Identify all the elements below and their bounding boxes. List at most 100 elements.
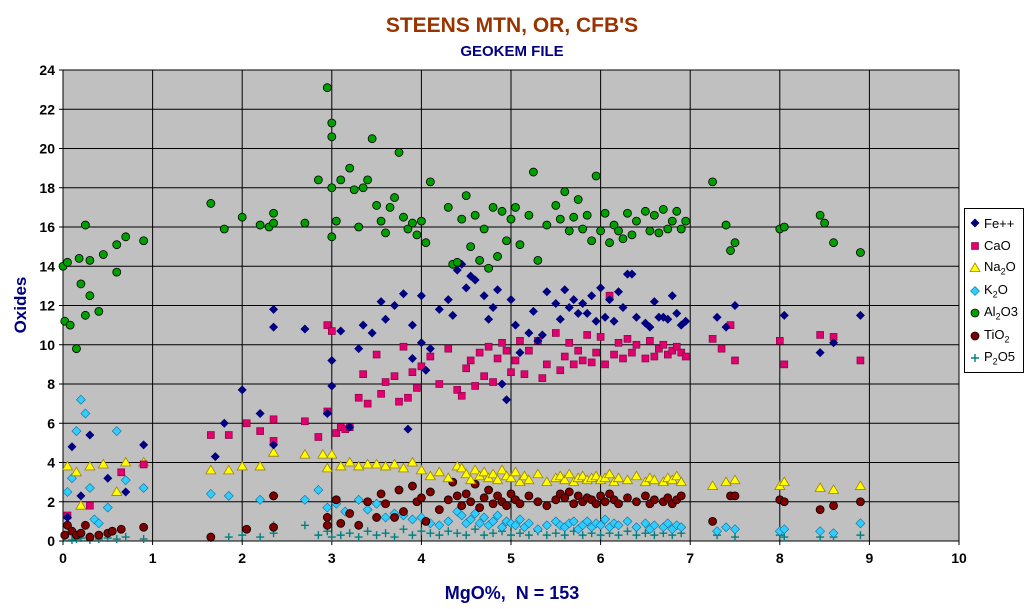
point-al2o3: [551, 201, 561, 210]
legend-marker-shape: [971, 354, 979, 362]
point-cao: [207, 431, 215, 439]
point-al2o3: [327, 232, 337, 242]
point-fe: [443, 295, 453, 305]
point-k2o: [362, 504, 373, 515]
point-cao: [269, 415, 278, 424]
point-tio2: [524, 491, 534, 501]
y-tick-label: 10: [39, 337, 55, 353]
point-fe: [600, 312, 610, 322]
point-na2o: [559, 474, 571, 485]
point-fe: [779, 310, 789, 320]
y-axis-label: Oxides: [11, 277, 30, 334]
point-fe: [62, 512, 72, 522]
point-p2o5: [731, 533, 739, 542]
point-p2o5: [471, 525, 480, 534]
point-fe: [614, 287, 624, 297]
point-cao: [498, 338, 506, 347]
point-k2o: [84, 483, 95, 493]
point-fe: [345, 422, 355, 432]
point-fe: [560, 285, 570, 295]
point-k2o: [779, 524, 790, 535]
point-p2o5: [390, 533, 399, 542]
point-al2o3: [399, 212, 408, 222]
point-al2o3: [327, 118, 337, 128]
point-al2o3: [81, 310, 90, 320]
point-tio2: [322, 513, 332, 522]
point-al2o3: [493, 252, 502, 261]
point-fe: [488, 302, 498, 312]
point-cao: [256, 427, 264, 435]
point-al2o3: [708, 177, 717, 187]
point-tio2: [443, 495, 453, 505]
point-al2o3: [85, 255, 95, 265]
point-al2o3: [466, 242, 476, 252]
legend-label-main: CaO: [984, 238, 1011, 253]
point-k2o: [380, 512, 391, 523]
chart-title: STEENS MTN, OR, CFB'S: [386, 14, 638, 37]
point-k2o: [712, 526, 723, 537]
point-fe: [425, 344, 435, 354]
point-fe: [663, 314, 673, 324]
y-tick-label: 0: [47, 533, 55, 549]
point-p2o5: [444, 527, 453, 536]
point-p2o5: [650, 531, 659, 540]
point-cao: [426, 352, 435, 361]
point-tio2: [466, 497, 476, 507]
point-al2o3: [121, 232, 131, 242]
legend-label-tail: O5: [997, 349, 1016, 365]
point-k2o: [613, 520, 624, 531]
point-cao: [435, 380, 444, 388]
point-tio2: [533, 497, 543, 507]
legend-label-cao: CaO: [984, 238, 1011, 253]
point-al2o3: [457, 214, 467, 224]
point-k2o: [322, 502, 333, 513]
point-na2o: [478, 466, 490, 477]
point-fe: [564, 302, 574, 312]
point-p2o5: [542, 531, 551, 540]
y-tick-label: 4: [47, 455, 55, 471]
point-na2o: [120, 456, 132, 467]
legend-item-tio2: TiO2: [969, 326, 1009, 346]
point-al2o3: [829, 238, 838, 248]
point-fe: [479, 291, 489, 301]
point-al2o3: [63, 257, 72, 267]
point-k2o: [828, 528, 839, 539]
point-cao: [480, 372, 488, 380]
point-p2o5: [641, 529, 650, 538]
point-al2o3: [403, 224, 413, 234]
point-al2o3: [376, 216, 386, 226]
point-cao: [86, 501, 94, 510]
point-tio2: [591, 499, 601, 509]
point-na2o: [576, 470, 589, 481]
point-tio2: [60, 530, 70, 540]
point-al2o3: [511, 202, 520, 212]
point-p2o5: [417, 527, 426, 536]
point-al2o3: [65, 320, 75, 330]
point-al2o3: [582, 210, 592, 220]
point-na2o: [496, 464, 508, 475]
point-fe: [461, 283, 471, 293]
point-al2o3: [529, 167, 538, 177]
point-cao: [596, 333, 605, 341]
point-al2o3: [560, 187, 570, 197]
point-al2o3: [358, 183, 368, 193]
point-cao: [708, 335, 717, 343]
point-fe: [416, 338, 426, 348]
point-tio2: [475, 503, 485, 513]
point-fe: [730, 301, 740, 310]
point-cao: [377, 390, 385, 398]
x-tick-label: 1: [149, 550, 157, 566]
point-k2o: [662, 518, 673, 529]
point-k2o: [676, 522, 687, 533]
point-na2o: [509, 466, 522, 477]
point-tio2: [649, 495, 659, 505]
point-na2o: [505, 472, 517, 483]
point-tio2: [515, 499, 525, 509]
point-cao: [354, 393, 363, 402]
point-fe: [269, 304, 279, 314]
point-cao: [578, 356, 587, 365]
point-cao: [381, 378, 390, 386]
point-cao: [856, 356, 865, 365]
point-fe: [390, 301, 400, 310]
point-cao: [816, 331, 824, 339]
